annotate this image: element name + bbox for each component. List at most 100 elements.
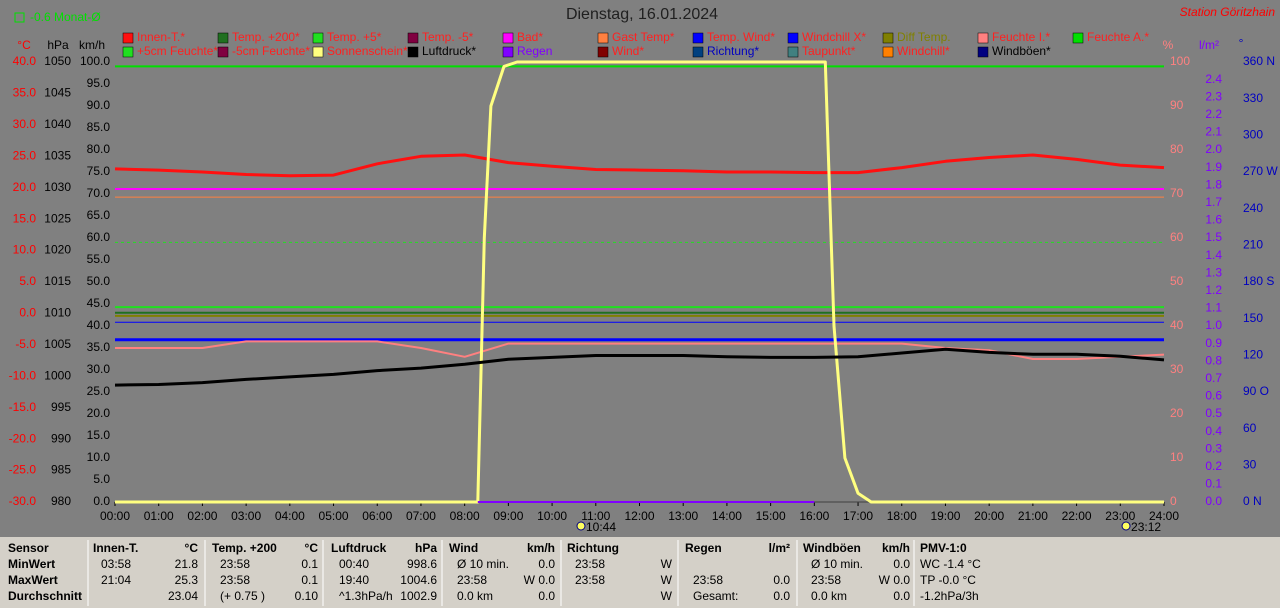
y-tick-label: 1045 — [44, 86, 71, 100]
y-tick-label: 15.0 — [87, 428, 111, 442]
y-tick-label: 330 — [1243, 91, 1263, 105]
month-average: -0.6 Monat-Ø — [30, 10, 101, 24]
x-tick-label: 19:00 — [930, 509, 960, 523]
table-cell: TP -0.0 °C — [920, 573, 976, 587]
y-tick-label: 20 — [1170, 406, 1184, 420]
y-tick-label: 40.0 — [13, 54, 37, 68]
x-tick-label: 03:00 — [231, 509, 261, 523]
table-cell: 19:40 — [339, 573, 369, 587]
y-tick-label: -10.0 — [9, 368, 37, 382]
legend-swatch — [597, 32, 609, 44]
row-label: Durchschnitt — [8, 589, 82, 603]
y-tick-label: 1035 — [44, 148, 71, 162]
legend-label: Sonnenschein* — [327, 44, 408, 58]
legend-swatch — [122, 46, 134, 58]
y-tick-label: 30.0 — [13, 117, 37, 131]
legend-swatch — [1072, 32, 1084, 44]
x-tick-label: 13:00 — [668, 509, 698, 523]
legend-label: Bad* — [517, 30, 543, 44]
y-tick-label: 0.0 — [1205, 494, 1222, 508]
y-tick-label: 360 N — [1243, 54, 1275, 68]
column-title: Regen — [685, 541, 722, 555]
y-tick-label: 0.9 — [1205, 336, 1222, 350]
y-tick-label: 0.3 — [1205, 441, 1222, 455]
table-cell: W 0.0 — [524, 573, 556, 587]
y-tick-label: 120 — [1243, 348, 1263, 362]
table-cell: 23:58 — [575, 557, 605, 571]
column-title: Temp. +200 — [212, 541, 277, 555]
axis-unit: ° — [1239, 36, 1244, 50]
y-tick-label: 90.0 — [87, 98, 111, 112]
y-tick-label: 0.7 — [1205, 371, 1222, 385]
y-tick-label: 180 S — [1243, 274, 1274, 288]
station-name: Station Göritzhain — [1180, 5, 1276, 19]
legend-swatch — [977, 46, 989, 58]
y-tick-label: 40 — [1170, 318, 1184, 332]
x-tick-label: 15:00 — [756, 509, 786, 523]
y-tick-label: 30.0 — [87, 362, 111, 376]
table-cell: 23:58 — [220, 573, 250, 587]
y-tick-label: -30.0 — [9, 494, 37, 508]
legend-label: Innen-T.* — [137, 30, 185, 44]
y-tick-label: 1.9 — [1205, 160, 1222, 174]
table-cell: 0.0 — [893, 557, 910, 571]
legend-swatch — [217, 46, 229, 58]
legend-label: Taupunkt* — [802, 44, 856, 58]
legend-swatch — [312, 32, 324, 44]
series-line — [115, 60, 1164, 504]
table-cell: 23:58 — [457, 573, 487, 587]
table-cell: 0.0 km — [457, 589, 493, 603]
y-tick-label: 30 — [1170, 362, 1184, 376]
legend-swatch — [787, 32, 799, 44]
table-cell: 23:58 — [693, 573, 723, 587]
x-tick-label: 16:00 — [799, 509, 829, 523]
x-tick-label: 12:00 — [624, 509, 654, 523]
table-cell: ^1.3hPa/h — [339, 589, 393, 603]
axis-unit: l/m² — [1199, 38, 1219, 52]
y-tick-label: 60 — [1243, 421, 1257, 435]
legend-label: Richtung* — [707, 44, 759, 58]
x-tick-label: 22:00 — [1062, 509, 1092, 523]
y-tick-label: 980 — [51, 494, 71, 508]
y-tick-label: 990 — [51, 431, 71, 445]
y-tick-label: 50 — [1170, 274, 1184, 288]
table-cell: 0.10 — [295, 589, 319, 603]
column-unit: km/h — [882, 541, 910, 555]
x-tick-label: 11:00 — [581, 509, 610, 523]
y-tick-label: 20.0 — [87, 406, 111, 420]
legend-label: Regen — [517, 44, 552, 58]
column-unit: l/m² — [769, 541, 790, 555]
legend-swatch — [502, 32, 514, 44]
column-title: Wind — [449, 541, 478, 555]
table-cell: 00:40 — [339, 557, 369, 571]
y-tick-label: 240 — [1243, 201, 1263, 215]
y-tick-label: 1.5 — [1205, 230, 1222, 244]
column-title: Luftdruck — [331, 541, 387, 555]
x-tick-label: 06:00 — [362, 509, 392, 523]
y-tick-label: 0.0 — [93, 494, 110, 508]
table-cell: -1.2hPa/3h — [920, 589, 979, 603]
y-tick-label: -5.0 — [15, 337, 36, 351]
legend-swatch — [977, 32, 989, 44]
table-cell: Ø 10 min. — [457, 557, 509, 571]
column-unit: km/h — [527, 541, 555, 555]
y-tick-label: 300 — [1243, 128, 1263, 142]
y-tick-label: 85.0 — [87, 120, 111, 134]
table-cell: 21.8 — [175, 557, 199, 571]
y-tick-label: 1050 — [44, 54, 71, 68]
table-cell: W — [661, 573, 673, 587]
x-tick-label: 23:00 — [1105, 509, 1135, 523]
table-cell: 1004.6 — [400, 573, 437, 587]
legend-label: Windchill* — [897, 44, 950, 58]
legend-swatch — [122, 32, 134, 44]
column-title: Innen-T. — [93, 541, 138, 555]
column-unit: °C — [305, 541, 319, 555]
y-tick-label: 30 — [1243, 458, 1257, 472]
column-title: Richtung — [567, 541, 619, 555]
x-tick-label: 04:00 — [275, 509, 305, 523]
y-tick-label: 75.0 — [87, 164, 111, 178]
y-tick-label: 60.0 — [87, 230, 111, 244]
table-cell: 0.0 — [893, 589, 910, 603]
